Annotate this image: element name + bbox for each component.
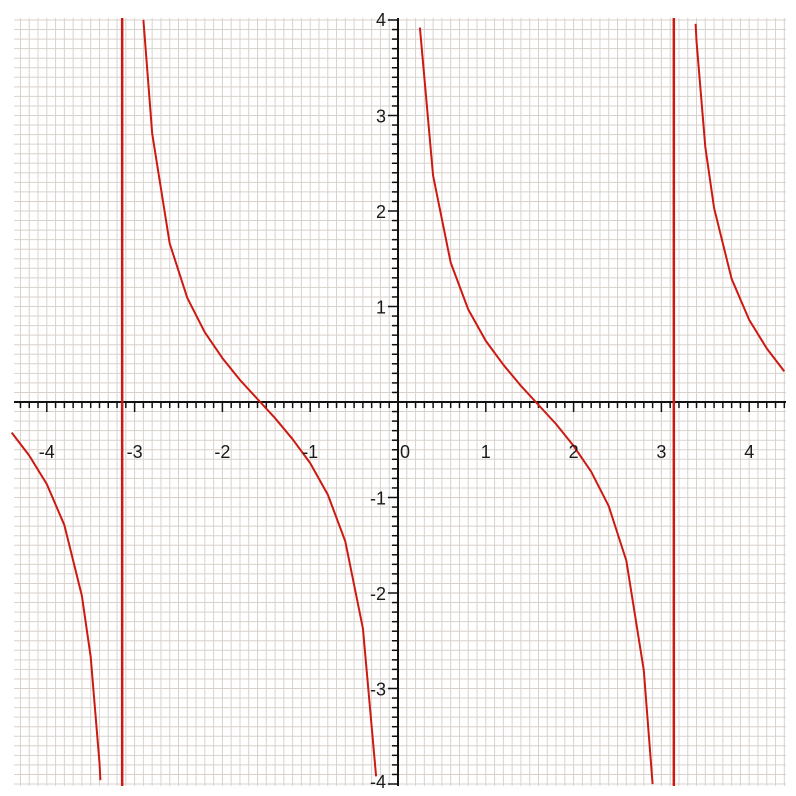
x-tick-label: -4 (39, 442, 55, 462)
y-tick-label: -3 (370, 680, 386, 700)
y-tick-label: -4 (370, 772, 386, 792)
y-tick-label: -1 (370, 489, 386, 509)
cot-branch-1 (10, 431, 102, 781)
cot-branch-4 (694, 23, 786, 373)
y-tick-label: -2 (370, 584, 386, 604)
y-tick-label: 2 (376, 202, 386, 222)
cot-branch-3 (418, 27, 654, 785)
y-tick-label: 4 (376, 10, 386, 30)
curves (10, 19, 786, 785)
x-tick-label: -1 (302, 442, 318, 462)
x-tick-label: 4 (744, 442, 754, 462)
y-tick-label: 1 (376, 298, 386, 318)
x-tick-label: 0 (400, 442, 410, 462)
x-tick-label: -3 (127, 442, 143, 462)
cot-branch-2 (142, 19, 378, 777)
tick-labels: -4 -3 -2 -1 0 1 2 3 4 4 3 2 1 -1 -2 -3 -4 (39, 10, 754, 792)
y-tick-label: 3 (376, 107, 386, 127)
axes (14, 18, 786, 786)
x-tick-label: 3 (656, 442, 666, 462)
x-tick-label: 2 (569, 442, 579, 462)
asymptotes (120, 18, 676, 786)
x-tick-label: 1 (481, 442, 491, 462)
x-tick-label: -2 (214, 442, 230, 462)
